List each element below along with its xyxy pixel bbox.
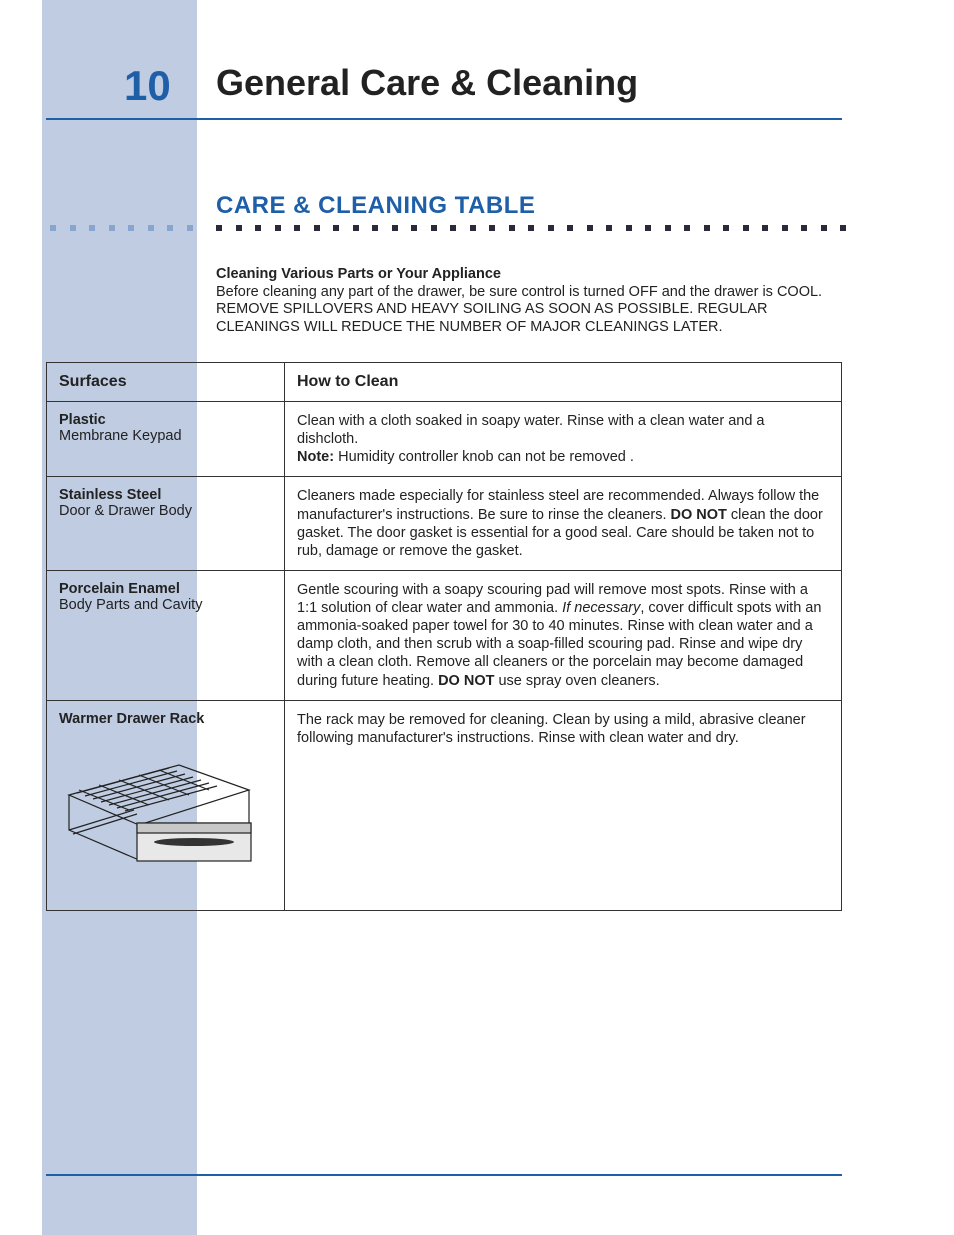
dot-row-light [50,225,193,231]
bold-text: DO NOT [438,673,494,689]
care-cleaning-table: Surfaces How to Clean Plastic Membrane K… [46,362,842,911]
page-title: General Care & Cleaning [216,62,638,104]
table-row: Plastic Membrane Keypad Clean with a clo… [47,402,842,477]
table-row: Warmer Drawer Rack [47,700,842,910]
surface-name: Stainless Steel [59,487,161,503]
table-header-howto: How to Clean [285,363,842,402]
surface-name: Plastic [59,412,106,428]
howto-text: Clean with a cloth soaked in soapy water… [297,413,764,447]
dot-row-dark [216,225,846,231]
howto-text: The rack may be removed for cleaning. Cl… [297,712,806,746]
table-row: Stainless Steel Door & Drawer Body Clean… [47,477,842,571]
howto-text: use spray oven cleaners. [494,673,659,689]
note-label: Note: [297,449,334,465]
intro-body: Before cleaning any part of the drawer, … [216,284,822,335]
intro-heading: Cleaning Various Parts or Your Appliance [216,266,501,282]
surface-sub: Door & Drawer Body [59,503,192,519]
note-text: Humidity controller knob can not be remo… [334,449,634,465]
table-row: Porcelain Enamel Body Parts and Cavity G… [47,570,842,700]
page-number: 10 [124,62,171,110]
italic-text: If necessary [562,600,640,616]
surface-name: Porcelain Enamel [59,581,180,597]
section-title: CARE & CLEANING TABLE [216,192,535,220]
drawer-rack-icon [59,735,272,879]
bold-text: DO NOT [671,507,727,523]
surface-sub: Body Parts and Cavity [59,597,202,613]
intro-block: Cleaning Various Parts or Your Appliance… [216,266,846,337]
rule-top [46,118,842,120]
surface-name: Warmer Drawer Rack [59,711,204,727]
rule-bottom [46,1174,842,1176]
surface-sub: Membrane Keypad [59,428,182,444]
table-header-surfaces: Surfaces [47,363,285,402]
